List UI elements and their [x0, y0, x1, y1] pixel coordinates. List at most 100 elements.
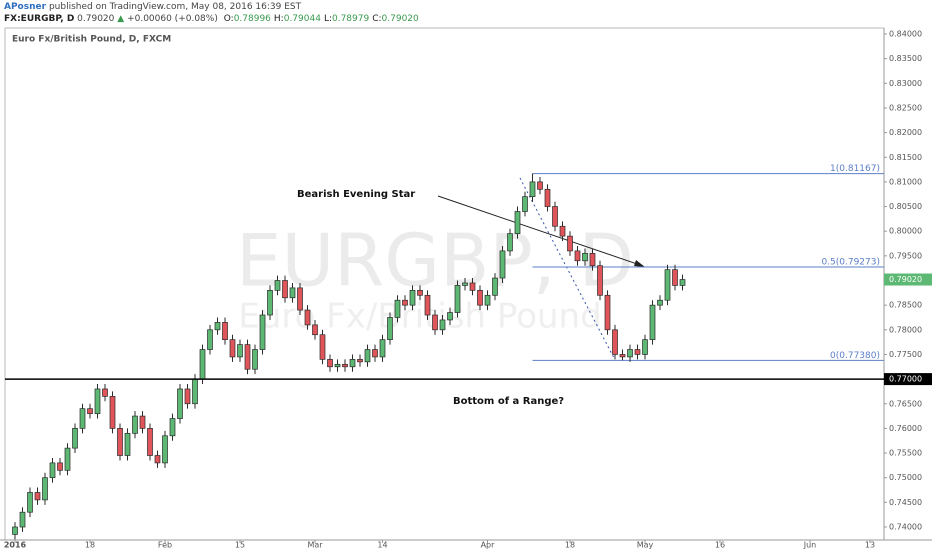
candle-body — [274, 280, 281, 291]
candle-body — [12, 526, 18, 535]
ohlc-value: 0.78996 — [233, 14, 271, 24]
candle-body — [514, 211, 521, 235]
candle-body — [559, 225, 566, 237]
candle-body — [462, 282, 468, 286]
candle-body — [94, 388, 101, 414]
candle-body — [222, 322, 228, 341]
candle-body — [289, 287, 296, 299]
candle-body — [402, 299, 408, 306]
ohlc-label: O: — [223, 14, 234, 24]
candle-body — [387, 317, 393, 341]
y-tick-label: 0.74000 — [889, 523, 922, 532]
candle-body — [349, 359, 356, 368]
candle-body — [334, 363, 341, 368]
ohlc-label: C: — [372, 14, 382, 24]
y-tick-label: 0.78000 — [889, 325, 922, 334]
candle-body — [154, 455, 161, 464]
candle-body — [109, 396, 116, 429]
candle-body — [327, 359, 333, 368]
candle-body — [237, 344, 243, 358]
candle-body — [124, 432, 131, 456]
x-tick-label: Apr — [481, 541, 496, 550]
candle-body — [529, 181, 536, 198]
ohlc-label: L: — [323, 14, 332, 24]
candle-body — [87, 408, 93, 414]
x-tick-label: 13 — [865, 541, 875, 550]
candle-body — [507, 233, 513, 252]
candle-body — [394, 299, 401, 318]
candle-body — [304, 309, 311, 326]
candle-body — [34, 492, 41, 501]
ohlc-value: 0.78979 — [331, 14, 370, 24]
candle-body — [634, 349, 641, 355]
x-tick-label: Jun — [803, 541, 817, 550]
y-tick-label: 0.82500 — [889, 103, 922, 112]
candle-body — [552, 206, 558, 227]
candle-body — [42, 477, 48, 501]
candle-body — [604, 294, 611, 331]
candle-body — [57, 462, 63, 471]
candle-body — [484, 294, 491, 306]
watermark: EURGBP, D — [236, 219, 634, 303]
annotation: Bottom of a Range? — [453, 396, 564, 407]
x-tick-label: 18 — [565, 541, 575, 550]
candle-body — [312, 324, 318, 336]
candle-body — [19, 511, 26, 528]
candle-body — [319, 334, 326, 360]
y-tick-label: 0.75000 — [889, 473, 922, 482]
y-tick-label: 0.76500 — [889, 399, 922, 408]
ohlc: O:0.78996 H:0.79044 L:0.78979 C:0.79020 — [221, 14, 419, 24]
y-tick-label: 0.82000 — [889, 128, 922, 137]
candle-body — [177, 388, 183, 419]
x-tick-label: Feb — [158, 541, 172, 550]
fib-trend — [519, 177, 615, 359]
y-tick-label: 0.79500 — [889, 251, 922, 260]
candle-body — [567, 235, 573, 252]
y-tick-label: 0.84000 — [889, 30, 922, 39]
symbol: FX:EURGBP, D — [4, 14, 75, 24]
candle-body — [447, 312, 453, 321]
candle-body — [664, 269, 671, 301]
arrow-line — [437, 195, 644, 267]
candle-body — [207, 329, 213, 350]
candle-body — [642, 339, 648, 355]
candle-body — [597, 265, 603, 296]
y-tick-label: 0.76000 — [889, 424, 922, 433]
candle-body — [169, 418, 176, 437]
candle-body — [117, 428, 123, 456]
x-tick-label: 2016 — [4, 541, 27, 550]
y-tick-label: 0.83500 — [889, 54, 922, 63]
change: +0.00060 (+0.08%) — [127, 14, 218, 24]
candle-body — [132, 415, 138, 434]
last-price-tag — [884, 273, 932, 286]
fib-label: 0(0.77380) — [830, 351, 880, 361]
candle-body — [379, 339, 386, 358]
candle-body — [184, 388, 191, 405]
candle-body — [574, 250, 581, 262]
y-tick-label: 0.80000 — [889, 227, 922, 236]
candle-body — [409, 290, 416, 306]
candle-body — [439, 319, 446, 331]
candle-body — [252, 349, 258, 370]
candle-body — [619, 354, 626, 358]
y-tick-label: 0.81000 — [889, 177, 922, 186]
candle-body — [582, 253, 588, 262]
x-tick-label: 14 — [377, 541, 387, 550]
candle-body — [612, 329, 618, 355]
chart-title: Euro Fx/British Pound, D, FXCM — [12, 35, 171, 45]
candle-body — [424, 294, 431, 316]
candle-body — [64, 447, 71, 471]
published: published on TradingView.com, May 08, 20… — [48, 2, 302, 12]
candle-body — [417, 290, 423, 296]
candle-body — [72, 428, 78, 449]
candle-body — [454, 285, 461, 313]
candle-body — [537, 181, 543, 190]
x-tick-label: 18 — [85, 541, 95, 550]
candle-body — [214, 322, 221, 331]
candle-body — [259, 314, 266, 350]
candle-body — [477, 290, 483, 306]
y-tick-label: 0.80500 — [889, 202, 922, 211]
candle-body — [162, 435, 168, 464]
price-tag-label: 0.77000 — [889, 375, 922, 384]
